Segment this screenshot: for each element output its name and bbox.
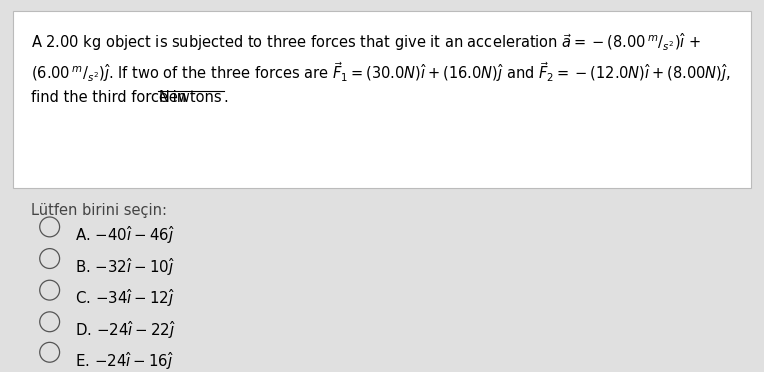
- Text: $(6.00\,^{m}/_{s^{2}})\hat{\jmath}$. If two of the three forces are $\vec{F}_{1}: $(6.00\,^{m}/_{s^{2}})\hat{\jmath}$. If …: [31, 60, 730, 84]
- Text: A 2.00 kg object is subjected to three forces that give it an acceleration $\vec: A 2.00 kg object is subjected to three f…: [31, 32, 701, 54]
- Text: find the third force in: find the third force in: [31, 90, 190, 105]
- FancyBboxPatch shape: [13, 11, 751, 188]
- Text: A. $-40\hat{\imath}-46\hat{\jmath}$: A. $-40\hat{\imath}-46\hat{\jmath}$: [75, 224, 175, 246]
- Text: Newtons: Newtons: [158, 90, 222, 105]
- Text: B. $-32\hat{\imath}-10\hat{\jmath}$: B. $-32\hat{\imath}-10\hat{\jmath}$: [75, 256, 175, 278]
- Text: E. $-24\hat{\imath}-16\hat{\jmath}$: E. $-24\hat{\imath}-16\hat{\jmath}$: [75, 350, 174, 372]
- Text: .: .: [224, 90, 228, 105]
- Text: Lütfen birini seçin:: Lütfen birini seçin:: [31, 203, 167, 218]
- Text: D. $-24\hat{\imath}-22\hat{\jmath}$: D. $-24\hat{\imath}-22\hat{\jmath}$: [75, 319, 176, 341]
- Text: C. $-34\hat{\imath}-12\hat{\jmath}$: C. $-34\hat{\imath}-12\hat{\jmath}$: [75, 288, 175, 310]
